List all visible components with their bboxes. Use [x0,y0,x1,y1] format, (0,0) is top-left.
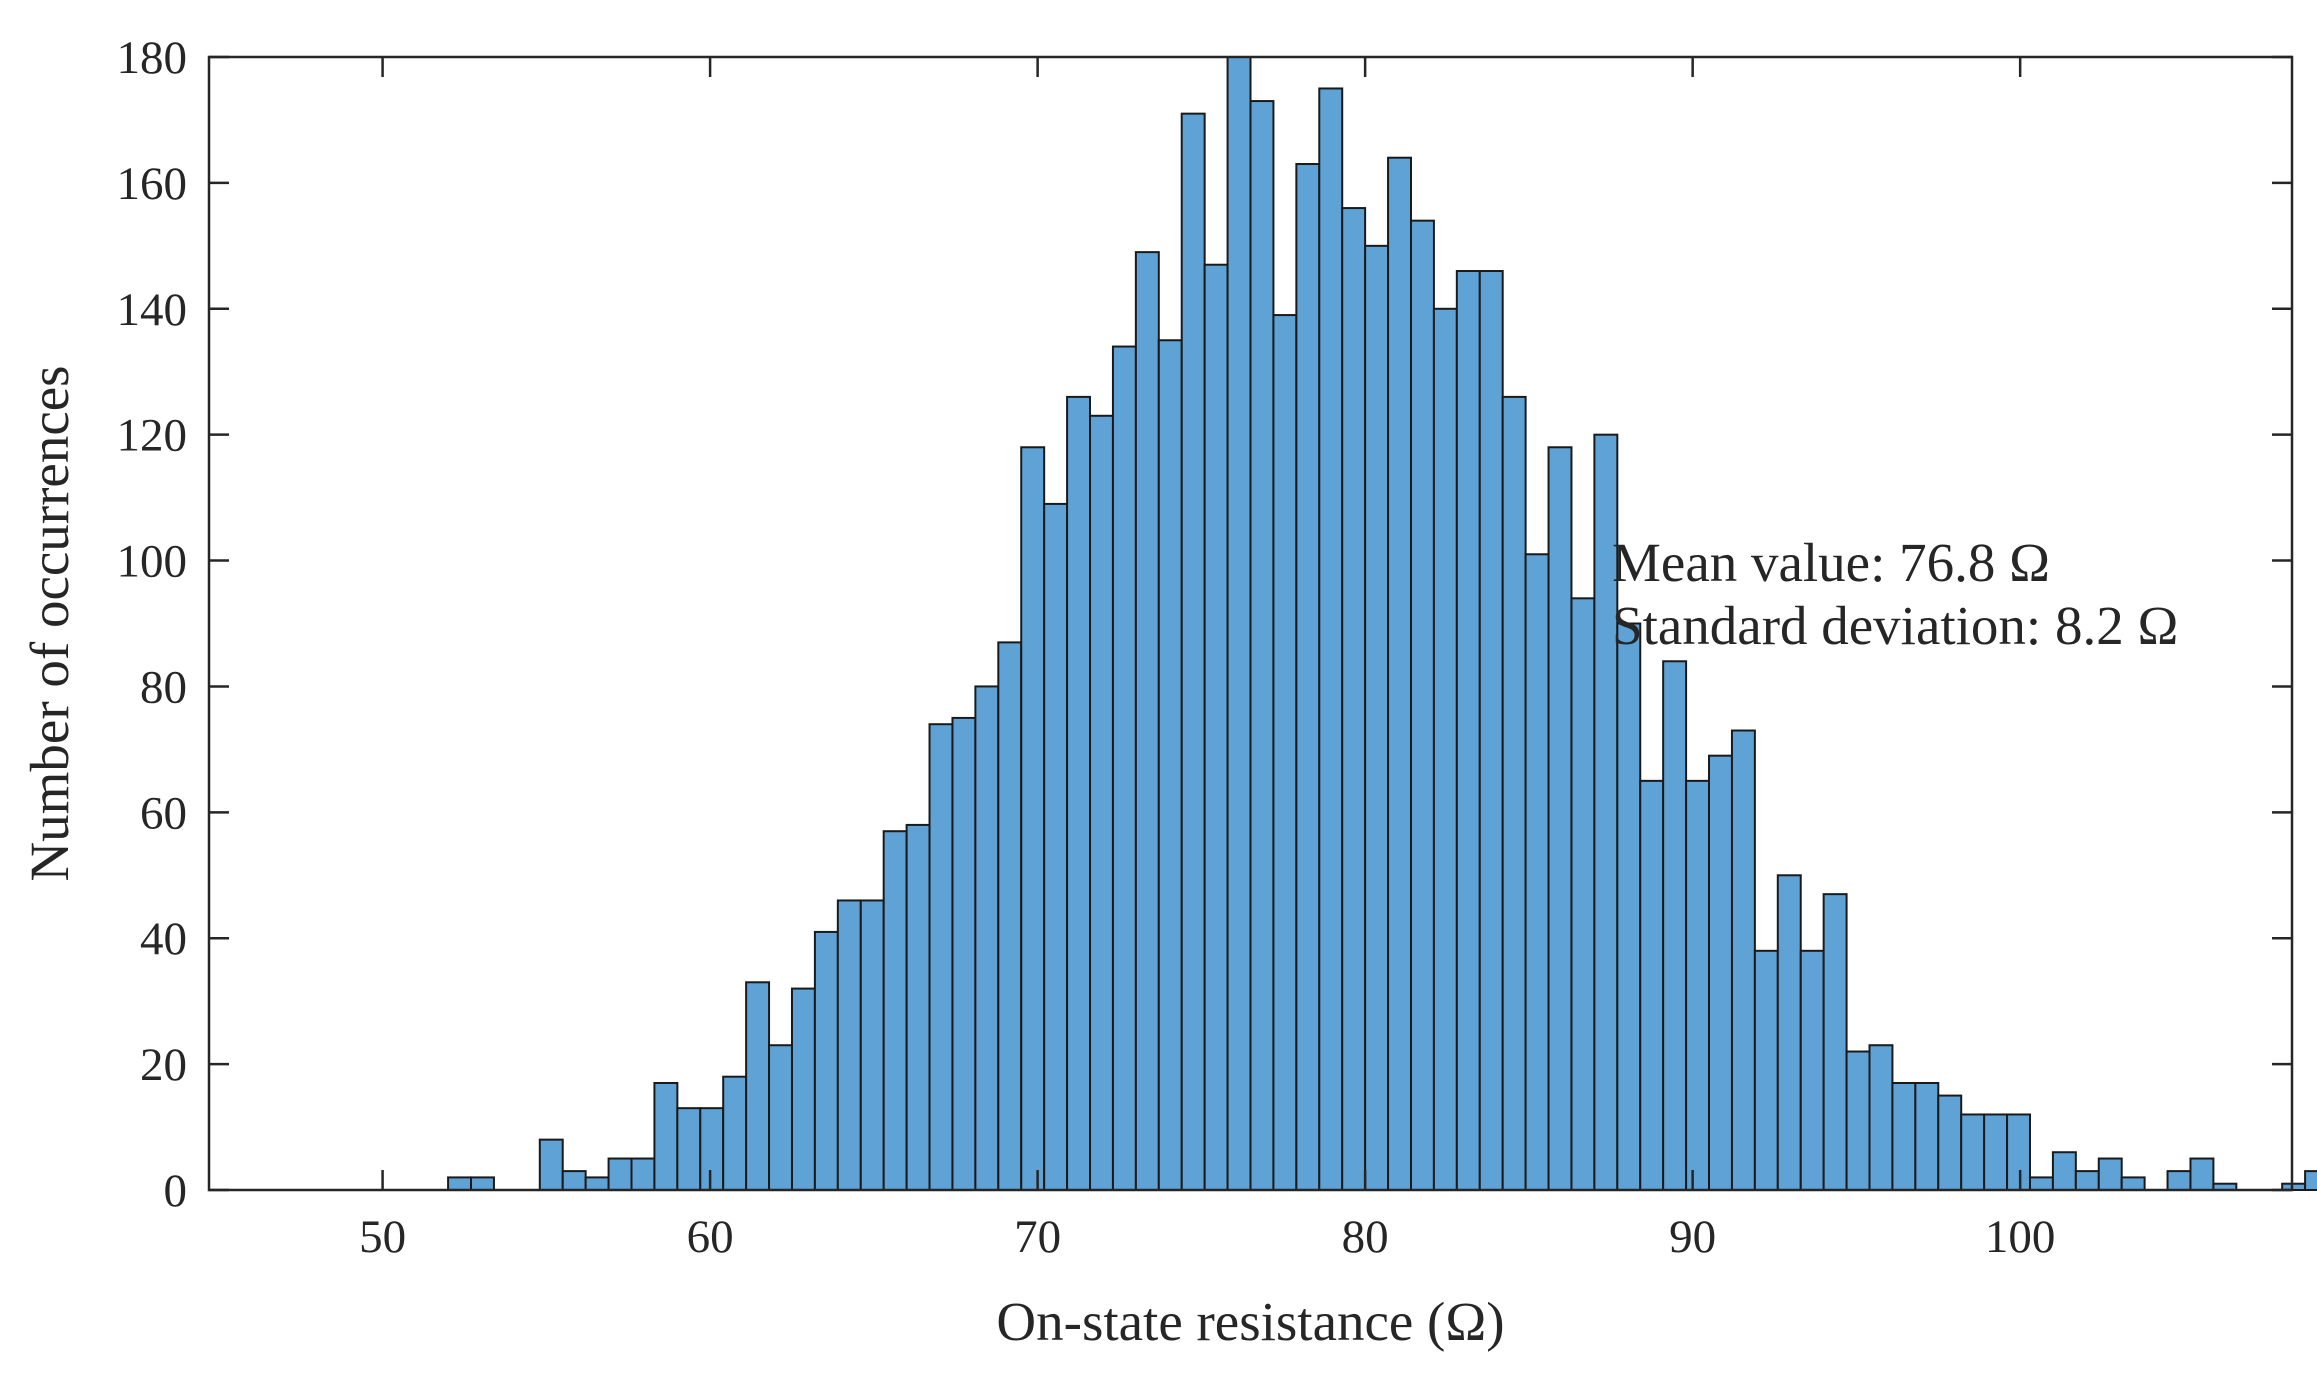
x-tick-label: 50 [359,1211,406,1263]
histogram-bar [1226,56,1252,1191]
histogram-bar [630,1157,656,1192]
histogram-bar [1157,339,1183,1191]
histogram-bar [1570,597,1596,1191]
histogram-bar [768,1044,793,1191]
histogram-bar [1662,660,1688,1191]
y-tick-label: 0 [164,1165,188,1217]
histogram-bar [653,1081,679,1191]
x-tick-label: 60 [687,1211,734,1263]
histogram-bar [1845,1050,1871,1192]
histogram-bar [676,1107,702,1192]
histogram-bar [2006,1113,2031,1191]
histogram-bar [2304,1170,2317,1191]
histogram-bar [1432,307,1458,1191]
histogram-bar [1134,251,1160,1191]
histogram-bar [1547,446,1573,1191]
histogram-bar [1524,553,1550,1191]
y-tick-label: 160 [117,158,188,210]
histogram-bar [1822,893,1848,1191]
histogram-bar [2166,1170,2192,1191]
histogram-bar [951,716,977,1191]
histogram-bar [1318,87,1344,1192]
histogram-bar [1043,502,1069,1192]
histogram-bar [1501,395,1527,1191]
histogram-bar [1066,395,1092,1191]
histogram-bar [1203,263,1229,1192]
histogram-bar [1960,1113,1986,1191]
histogram-bar [561,1170,587,1191]
x-tick-label: 70 [1014,1211,1061,1263]
histogram-bar [1089,414,1114,1191]
histogram-bar [1478,270,1504,1191]
histogram-bar [745,981,771,1192]
tick-labels-layer: 50 60 70 80 90 100 0 20 40 60 80 100 120 140 160 180 [117,32,2056,1263]
histogram-bar [1272,314,1298,1191]
histogram-bar [1020,446,1046,1191]
histogram-bar [1249,100,1275,1191]
x-tick-label: 80 [1342,1211,1389,1263]
y-tick-label: 60 [140,787,187,839]
histogram-bar [470,1176,495,1192]
histogram-bar [1776,874,1802,1192]
histogram-bar [538,1138,564,1192]
annotation-mean-value: Mean value: 76.8 Ω [1612,532,2050,593]
x-tick-label: 100 [1985,1211,2056,1263]
histogram-bar [447,1176,473,1192]
histogram-bar [2097,1157,2123,1192]
x-tick-label: 90 [1669,1211,1716,1263]
histogram-bar [2120,1176,2146,1192]
histogram-bar [1799,949,1825,1191]
y-tick-label: 120 [117,410,188,462]
histogram-bar [1341,207,1367,1191]
histogram-bar [607,1157,633,1192]
histogram-bar [1387,156,1412,1192]
y-tick-label: 40 [140,913,187,965]
y-axis-label: Number of occurrences [19,365,80,881]
histogram-bar [905,823,931,1191]
histogram-bar [1868,1044,1894,1191]
histogram-bar [1455,270,1481,1191]
histogram-bar [1753,949,1779,1191]
histogram-bar [1685,779,1711,1191]
histogram-bar [859,899,885,1192]
y-tick-label: 20 [140,1039,187,1091]
y-tick-label: 140 [117,284,188,336]
histogram-bar [699,1107,725,1192]
histogram-bar [882,830,908,1191]
histogram-bar [928,723,954,1192]
histogram-bar [790,987,816,1192]
histogram-bar [1364,244,1390,1191]
annotation-standard-deviation: Standard deviation: 8.2 Ω [1612,595,2178,656]
y-tick-label: 180 [117,32,188,84]
histogram-bar [1891,1081,1917,1191]
histogram-bar [2074,1170,2100,1191]
ticks-layer [209,55,2292,1192]
histogram-bar [1616,622,1642,1191]
histogram-bar [836,899,862,1192]
histogram-bar [1295,163,1321,1191]
histogram-bar [722,1075,748,1191]
histogram-bar [1111,345,1137,1192]
histogram-bar [813,930,839,1191]
histogram-bar [1639,779,1665,1191]
histogram-bar [2028,1176,2054,1192]
y-tick-label: 100 [117,536,188,588]
histogram-bar [584,1176,610,1192]
histogram-bar [1180,112,1206,1191]
histogram-bar [1409,219,1435,1192]
y-tick-label: 80 [140,661,187,713]
histogram-bar [1730,729,1756,1191]
histogram-bar [997,641,1023,1191]
histogram-bar [1914,1081,1940,1191]
x-axis-label: On-state resistance (Ω) [996,1291,1504,1352]
histogram-bar [1708,754,1733,1191]
histogram-bar [1937,1094,1963,1191]
histogram-bar [974,685,1000,1191]
histogram-bar [1983,1113,2009,1191]
plot-frame [207,55,2294,1192]
histogram-bar [2051,1151,2077,1191]
histogram-bar [2189,1157,2215,1192]
